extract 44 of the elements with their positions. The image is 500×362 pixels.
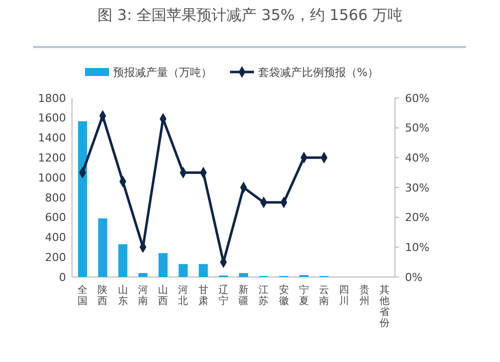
chart-title: 图 3: 全国苹果预计减产 35%，约 1566 万吨 xyxy=(98,6,402,24)
y2-tick-label: 10% xyxy=(405,241,430,254)
y-tick-label: 0 xyxy=(59,270,66,284)
x-tick-label: 山西 xyxy=(158,284,168,307)
y-tick-label: 1600 xyxy=(38,112,66,125)
legend-label: 预报减产量（万吨） xyxy=(113,66,212,79)
x-tick-label: 甘肃 xyxy=(198,284,208,307)
x-tick-label: 贵州 xyxy=(359,284,370,307)
x-tick-label: 宁夏 xyxy=(298,284,309,307)
x-tick-label: 四川 xyxy=(339,285,350,307)
legend-label: 套袋减产比例预报（%） xyxy=(258,66,378,79)
x-tick-label: 安徽 xyxy=(278,284,289,307)
x-tick-label: 辽宁 xyxy=(218,284,228,307)
y2-tick-label: 0% xyxy=(405,270,422,284)
y-tick-label: 200 xyxy=(45,250,66,264)
x-tick-label: 新疆 xyxy=(238,284,249,307)
x-tick-label: 江苏 xyxy=(258,284,269,307)
bar xyxy=(138,273,148,277)
x-tick-label: 全国 xyxy=(78,284,88,307)
x-tick-label: 河南 xyxy=(138,284,148,307)
y2-tick-label: 40% xyxy=(405,152,430,165)
x-tick-label: 河北 xyxy=(178,284,188,307)
y-tick-label: 600 xyxy=(45,211,66,224)
y-tick-label: 1400 xyxy=(38,132,66,145)
y-tick-label: 1800 xyxy=(38,92,66,105)
y2-tick-label: 60% xyxy=(405,92,430,105)
bar xyxy=(98,218,108,277)
bar xyxy=(158,253,168,277)
x-tick-label: 山东 xyxy=(118,284,128,307)
y2-tick-label: 50% xyxy=(405,122,430,135)
bar xyxy=(198,264,208,277)
y-tick-label: 400 xyxy=(45,231,66,244)
bar xyxy=(118,244,128,277)
bar xyxy=(239,273,248,277)
y2-tick-label: 30% xyxy=(405,181,430,194)
y-tick-label: 800 xyxy=(45,191,66,204)
x-tick-label: 云南 xyxy=(319,285,330,307)
y2-tick-label: 20% xyxy=(405,211,430,224)
y-tick-label: 1000 xyxy=(38,171,66,184)
bar xyxy=(178,264,188,277)
bar xyxy=(78,121,88,277)
x-tick-label: 其他省份 xyxy=(379,284,390,329)
x-tick-label: 陕西 xyxy=(98,284,108,307)
y-tick-label: 1200 xyxy=(38,152,66,165)
